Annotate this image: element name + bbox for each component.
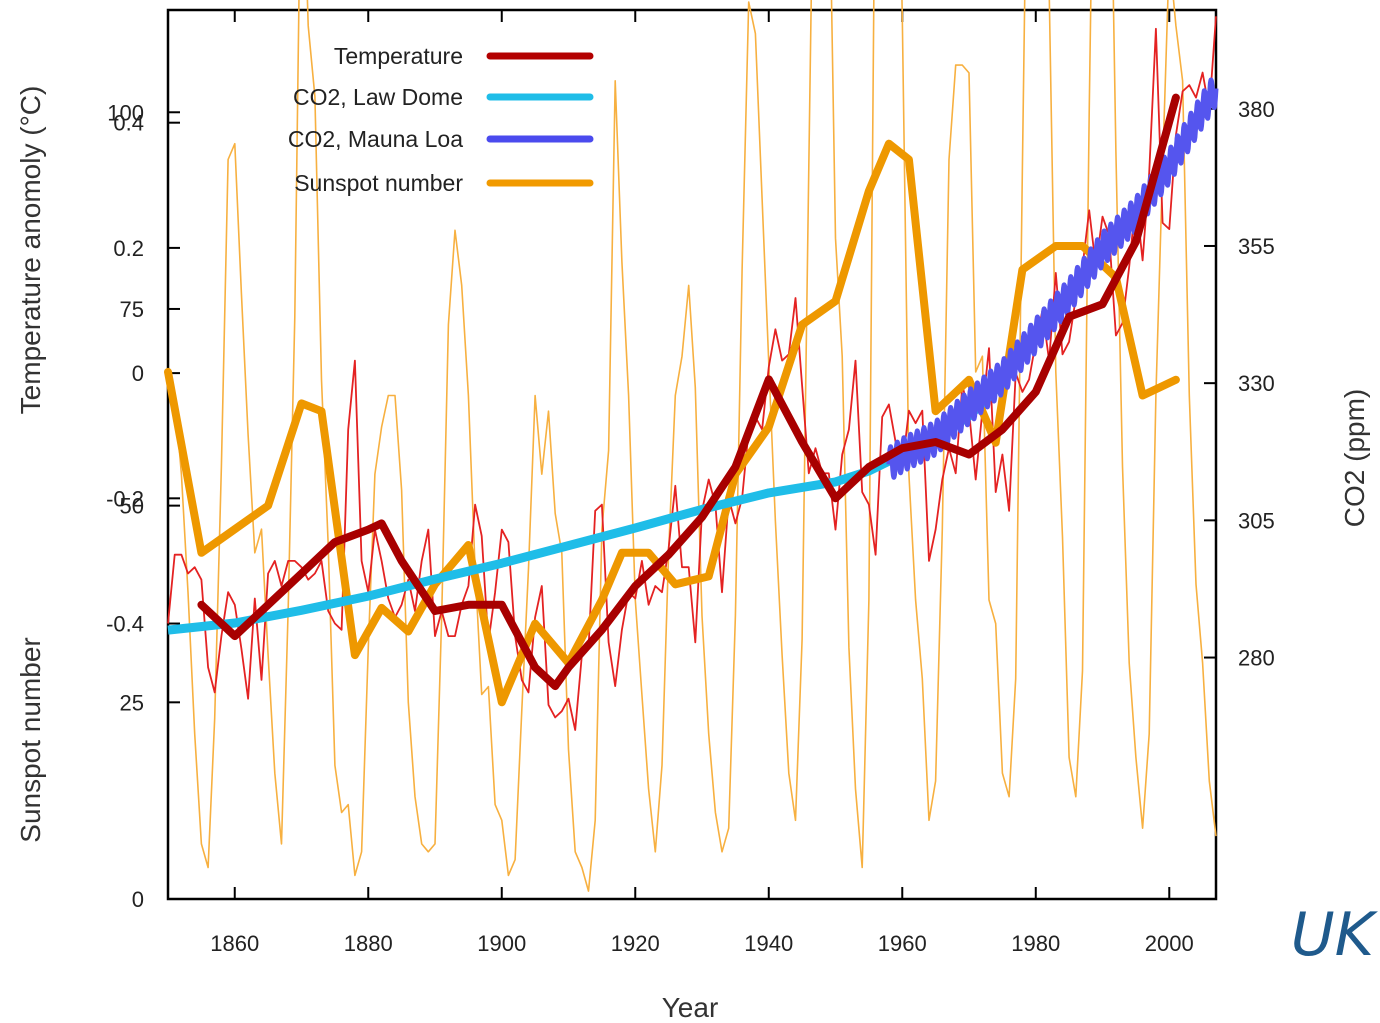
sunspot-tick-label: 100 <box>107 100 144 125</box>
temp-tick-label: 0.2 <box>113 236 144 261</box>
x-tick-label: 2000 <box>1145 931 1194 956</box>
co2-tick-label: 280 <box>1238 646 1275 671</box>
co2-tick-label: 355 <box>1238 234 1275 259</box>
temp-tick-label: 0.4 <box>113 111 144 136</box>
x-axis-label: Year <box>662 992 719 1023</box>
x-axis-ticks: 1860 1880 1900 1920 1940 1960 1980 2000 <box>210 10 1194 956</box>
legend: Temperature CO2, Law Dome CO2, Mauna Loa Su… <box>288 43 594 196</box>
legend-label: Temperature <box>334 43 463 69</box>
x-tick-label: 1860 <box>210 931 259 956</box>
sunspot-tick-label: 25 <box>120 690 144 715</box>
co2-tick-label: 330 <box>1238 371 1275 396</box>
x-tick-label: 1960 <box>878 931 927 956</box>
co2-axis-ticks: 280 305 330 355 380 <box>1204 97 1275 671</box>
temperature-smoothed-line <box>197 93 1180 691</box>
temperature-axis-ticks: 0.4 0.2 0 -0.2 -0.4 <box>106 111 180 637</box>
y-axis-label-temperature: Temperature anomoly (°C) <box>15 86 46 415</box>
co2-mauna-loa-line <box>886 77 1219 480</box>
y-axis-label-co2: CO2 (ppm) <box>1339 389 1370 527</box>
series-layer <box>164 0 1219 892</box>
temp-tick-label: 0 <box>132 361 144 386</box>
temp-tick-label: -0.2 <box>106 486 144 511</box>
sunspot-tick-label: 0 <box>132 887 144 912</box>
corner-watermark: UK <box>1290 900 1374 970</box>
sunspot-tick-label: 75 <box>120 297 144 322</box>
x-tick-label: 1980 <box>1011 931 1060 956</box>
plot-area-frame <box>166 8 1218 901</box>
co2-tick-label: 380 <box>1238 97 1275 122</box>
sunspot-axis-ticks: 0 25 50 75 100 <box>107 100 180 912</box>
co2-tick-label: 305 <box>1238 508 1275 533</box>
temp-tick-label: -0.4 <box>106 612 144 637</box>
y-axis-label-sunspot: Sunspot number <box>15 637 46 842</box>
x-tick-label: 1900 <box>477 931 526 956</box>
legend-label: CO2, Mauna Loa <box>288 126 463 152</box>
legend-label: CO2, Law Dome <box>293 84 463 110</box>
legend-label: Sunspot number <box>294 170 463 196</box>
x-tick-label: 1920 <box>611 931 660 956</box>
sunspot-tick-label: 50 <box>120 494 144 519</box>
x-tick-label: 1940 <box>744 931 793 956</box>
sunspot-annual-line <box>167 0 1217 892</box>
x-tick-label: 1880 <box>344 931 393 956</box>
